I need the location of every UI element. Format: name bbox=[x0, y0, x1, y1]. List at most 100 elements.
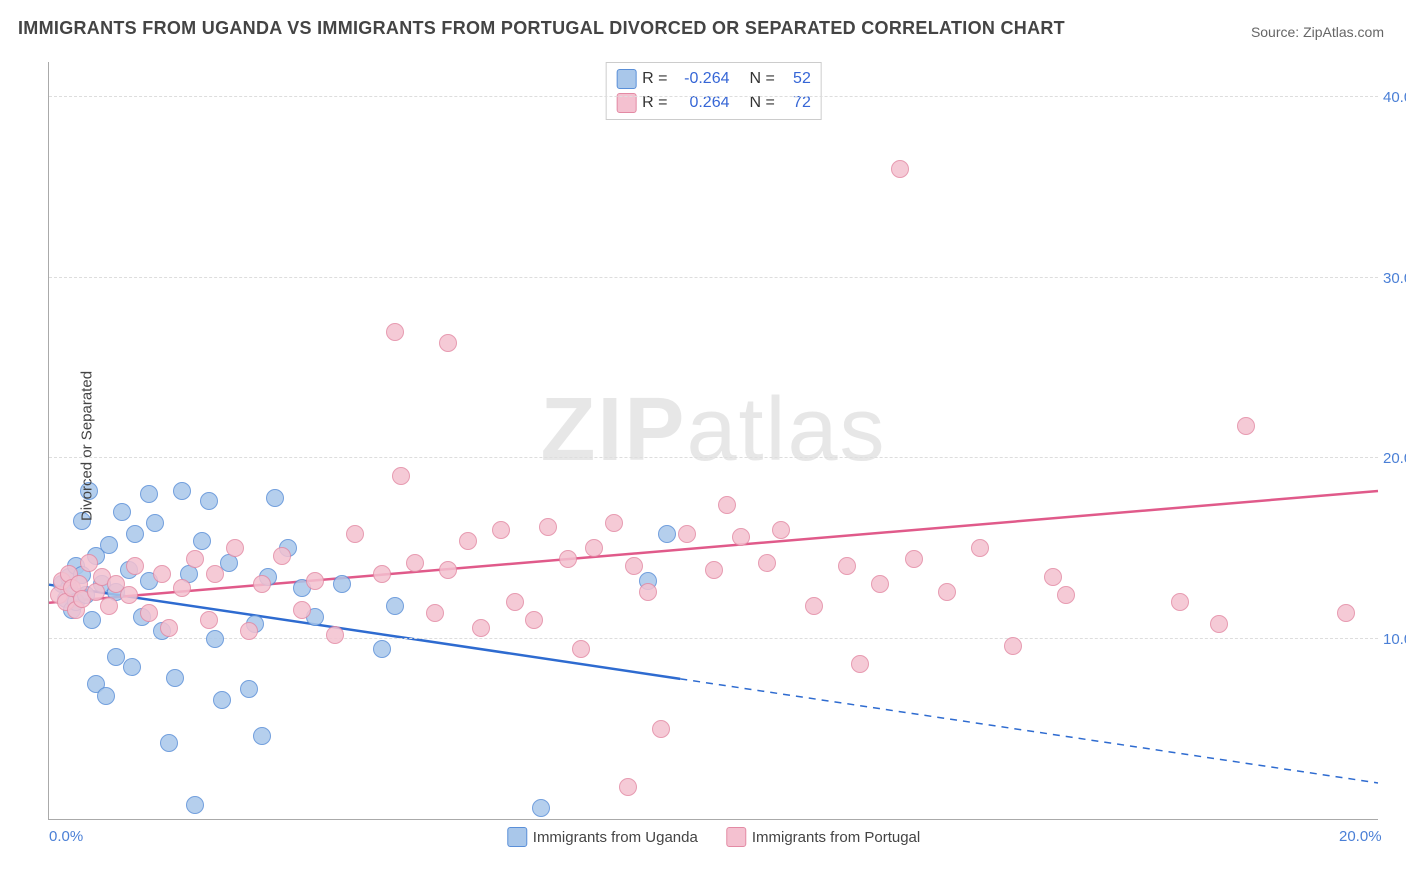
data-point bbox=[905, 550, 923, 568]
data-point bbox=[126, 557, 144, 575]
data-point bbox=[532, 799, 550, 817]
data-point bbox=[585, 539, 603, 557]
data-point bbox=[805, 597, 823, 615]
data-point bbox=[472, 619, 490, 637]
data-point bbox=[1044, 568, 1062, 586]
data-point bbox=[373, 640, 391, 658]
data-point bbox=[386, 323, 404, 341]
data-point bbox=[293, 601, 311, 619]
data-point bbox=[459, 532, 477, 550]
data-point bbox=[120, 586, 138, 604]
data-point bbox=[333, 575, 351, 593]
data-point bbox=[186, 796, 204, 814]
data-point bbox=[206, 630, 224, 648]
data-point bbox=[938, 583, 956, 601]
data-point bbox=[266, 489, 284, 507]
data-point bbox=[306, 572, 324, 590]
data-point bbox=[83, 611, 101, 629]
data-point bbox=[406, 554, 424, 572]
data-point bbox=[253, 575, 271, 593]
data-point bbox=[506, 593, 524, 611]
data-point bbox=[619, 778, 637, 796]
data-point bbox=[652, 720, 670, 738]
data-point bbox=[658, 525, 676, 543]
data-point bbox=[160, 619, 178, 637]
data-point bbox=[193, 532, 211, 550]
data-point bbox=[678, 525, 696, 543]
chart-plot-area: ZIPatlas R = -0.264N = 52R = 0.264N = 72… bbox=[48, 62, 1378, 820]
data-point bbox=[113, 503, 131, 521]
data-point bbox=[153, 565, 171, 583]
legend-n-label: N = bbox=[750, 70, 775, 88]
data-point bbox=[213, 691, 231, 709]
data-point bbox=[326, 626, 344, 644]
data-point bbox=[439, 561, 457, 579]
data-point bbox=[758, 554, 776, 572]
series-legend-label: Immigrants from Uganda bbox=[533, 829, 698, 846]
data-point bbox=[253, 727, 271, 745]
data-point bbox=[705, 561, 723, 579]
data-point bbox=[492, 521, 510, 539]
series-legend-item: Immigrants from Portugal bbox=[726, 827, 920, 847]
data-point bbox=[100, 597, 118, 615]
x-tick-label: 20.0% bbox=[1339, 828, 1382, 845]
data-point bbox=[525, 611, 543, 629]
data-point bbox=[226, 539, 244, 557]
data-point bbox=[439, 334, 457, 352]
data-point bbox=[838, 557, 856, 575]
legend-n-value: 52 bbox=[781, 70, 811, 88]
x-tick-label: 0.0% bbox=[49, 828, 83, 845]
trend-lines-svg bbox=[49, 62, 1378, 819]
data-point bbox=[572, 640, 590, 658]
data-point bbox=[1210, 615, 1228, 633]
data-point bbox=[186, 550, 204, 568]
data-point bbox=[200, 611, 218, 629]
data-point bbox=[140, 485, 158, 503]
data-point bbox=[605, 514, 623, 532]
y-tick-label: 10.0% bbox=[1383, 631, 1406, 648]
legend-r-label: R = bbox=[642, 70, 667, 88]
data-point bbox=[732, 528, 750, 546]
data-point bbox=[1237, 417, 1255, 435]
data-point bbox=[97, 687, 115, 705]
legend-swatch bbox=[726, 827, 746, 847]
data-point bbox=[160, 734, 178, 752]
data-point bbox=[200, 492, 218, 510]
data-point bbox=[346, 525, 364, 543]
data-point bbox=[891, 160, 909, 178]
data-point bbox=[107, 648, 125, 666]
correlation-legend: R = -0.264N = 52R = 0.264N = 72 bbox=[605, 62, 822, 120]
data-point bbox=[1004, 637, 1022, 655]
series-legend-item: Immigrants from Uganda bbox=[507, 827, 698, 847]
data-point bbox=[426, 604, 444, 622]
y-tick-label: 40.0% bbox=[1383, 89, 1406, 106]
y-tick-label: 20.0% bbox=[1383, 450, 1406, 467]
data-point bbox=[240, 680, 258, 698]
legend-swatch bbox=[616, 69, 636, 89]
trend-line-extrapolated bbox=[680, 679, 1378, 783]
data-point bbox=[639, 583, 657, 601]
data-point bbox=[871, 575, 889, 593]
data-point bbox=[1057, 586, 1075, 604]
gridline bbox=[49, 277, 1378, 278]
data-point bbox=[80, 554, 98, 572]
data-point bbox=[971, 539, 989, 557]
series-legend-label: Immigrants from Portugal bbox=[752, 829, 920, 846]
watermark: ZIPatlas bbox=[540, 379, 886, 482]
source-attribution: Source: ZipAtlas.com bbox=[1251, 24, 1384, 40]
data-point bbox=[373, 565, 391, 583]
data-point bbox=[539, 518, 557, 536]
legend-row: R = 0.264N = 72 bbox=[616, 91, 811, 115]
data-point bbox=[166, 669, 184, 687]
y-tick-label: 30.0% bbox=[1383, 270, 1406, 287]
data-point bbox=[173, 482, 191, 500]
data-point bbox=[718, 496, 736, 514]
data-point bbox=[126, 525, 144, 543]
legend-swatch bbox=[507, 827, 527, 847]
gridline bbox=[49, 457, 1378, 458]
data-point bbox=[625, 557, 643, 575]
data-point bbox=[386, 597, 404, 615]
data-point bbox=[100, 536, 118, 554]
chart-title: IMMIGRANTS FROM UGANDA VS IMMIGRANTS FRO… bbox=[18, 18, 1065, 39]
data-point bbox=[206, 565, 224, 583]
